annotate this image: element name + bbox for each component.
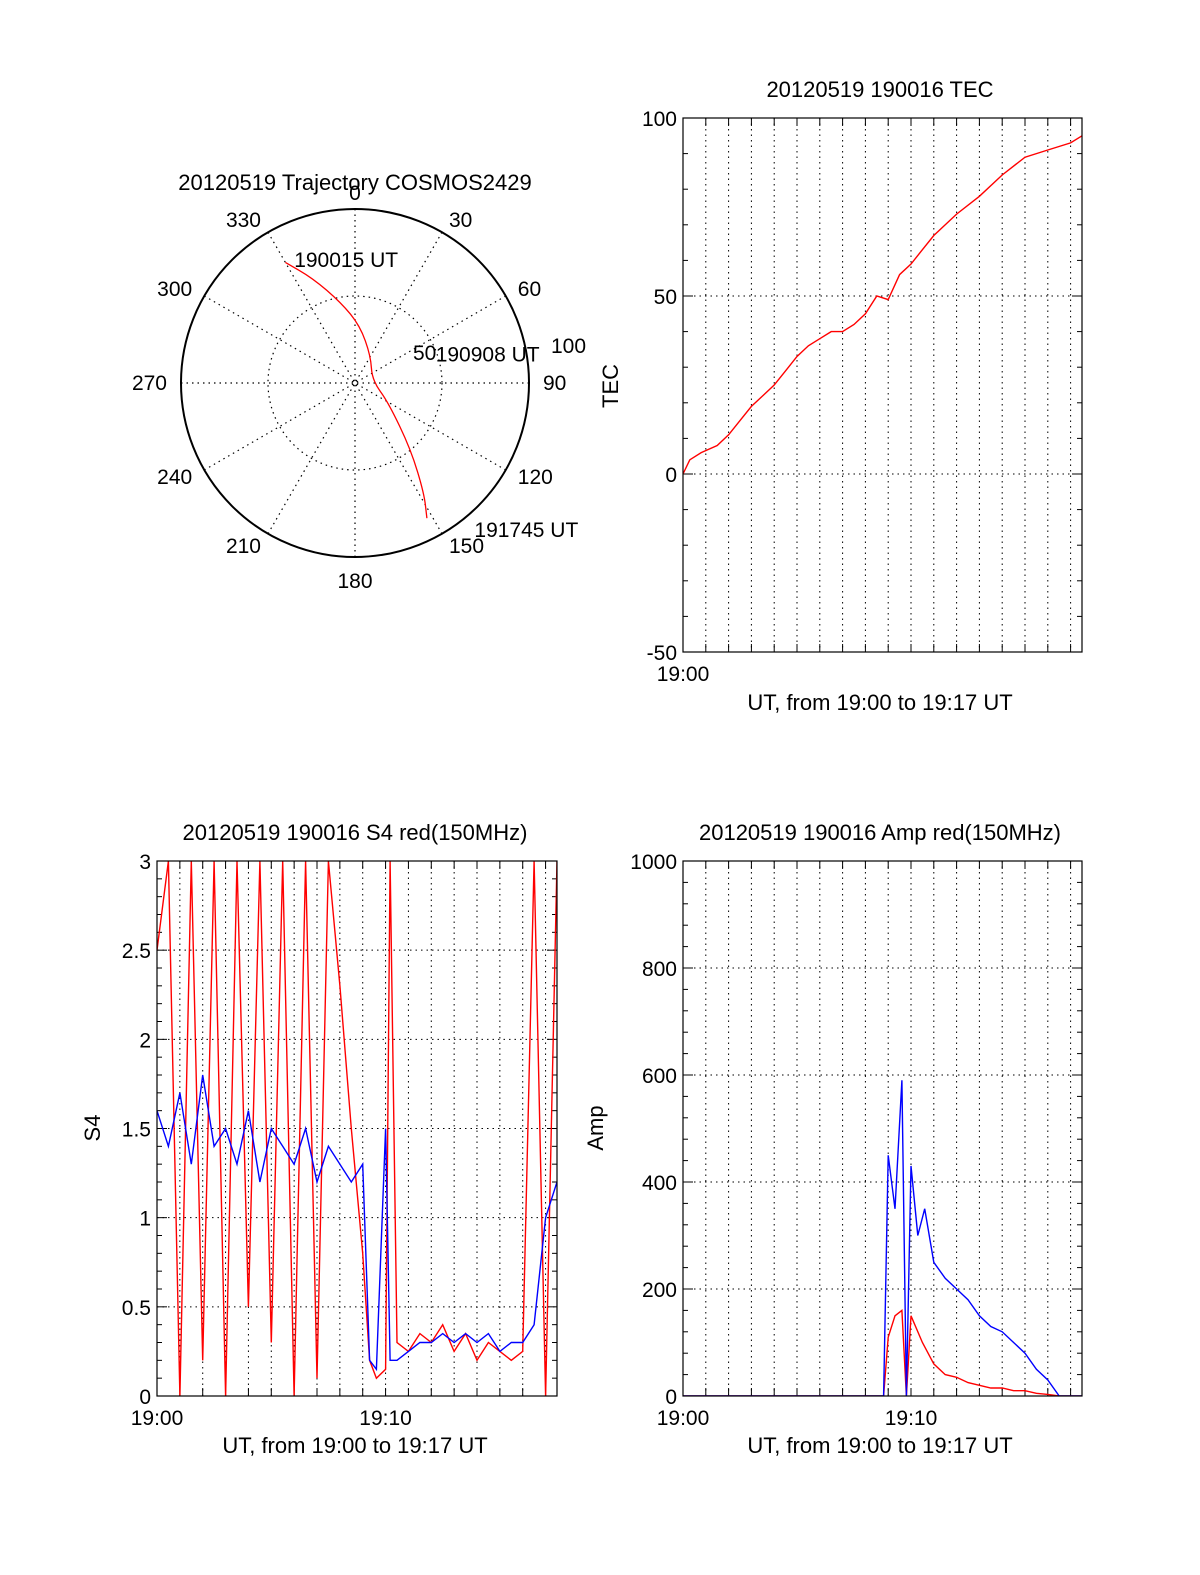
polar-time-annotation: 191745 UT [474, 519, 578, 542]
tec-panel: 20120519 190016 TEC UT, from 19:00 to 19… [598, 77, 1083, 715]
series-line [683, 1309, 1082, 1396]
polar-angle-labels: 0 30 60 90 120 150 180 210 240 270 300 330 [132, 182, 566, 593]
polar-angle-label: 150 [449, 535, 484, 558]
y-tick-label: 400 [642, 1172, 677, 1195]
amp-panel: 20120519 190016 Amp red(150MHz) UT, from… [583, 820, 1083, 1458]
amp-xlabel: UT, from 19:00 to 19:17 UT [747, 1433, 1012, 1458]
y-tick-label: 1000 [630, 851, 677, 874]
polar-annotations: 190015 UT 190908 UT 191745 UT [294, 249, 578, 542]
polar-angle-label: 240 [157, 466, 192, 489]
plot-frame [156, 860, 558, 1397]
polar-angle-label: 270 [132, 372, 167, 395]
polar-radius-label: 50 [413, 342, 436, 365]
polar-grid [180, 208, 530, 558]
polar-time-annotation: 190015 UT [294, 249, 398, 272]
y-tick-label: 3 [139, 851, 151, 874]
polar-angle-label: 30 [449, 209, 472, 232]
polar-angle-label: 90 [543, 372, 566, 395]
s4-title: 20120519 190016 S4 red(150MHz) [183, 820, 528, 845]
polar-angle-label: 180 [337, 570, 372, 593]
s4-plot-area: 0 0.5 1 1.5 2 2.5 3 19:00 19:10 [122, 851, 558, 1430]
y-tick-label: 600 [642, 1065, 677, 1088]
amp-plot-area: 0 200 400 600 800 1000 19:00 19:10 [630, 851, 1083, 1430]
y-tick-label: 1.5 [122, 1119, 151, 1142]
plot-frame [682, 117, 1083, 653]
x-tick-label: 19:00 [131, 1407, 184, 1430]
y-tick-label: 0 [139, 1386, 151, 1409]
y-tick-label: 2 [139, 1029, 151, 1052]
polar-angle-label: 60 [518, 278, 541, 301]
amp-title: 20120519 190016 Amp red(150MHz) [699, 820, 1061, 845]
y-tick-label: 100 [642, 108, 677, 131]
y-tick-label: 1 [139, 1208, 151, 1231]
amp-ylabel: Amp [583, 1105, 608, 1150]
polar-trajectory-line [285, 261, 428, 519]
y-tick-label: 200 [642, 1279, 677, 1302]
polar-trajectory-panel: 20120519 Trajectory COSMOS2429 0 30 60 90 12… [132, 170, 586, 593]
s4-xlabel: UT, from 19:00 to 19:17 UT [222, 1433, 487, 1458]
tec-xlabel: UT, from 19:00 to 19:17 UT [747, 690, 1012, 715]
series-line [683, 1080, 1082, 1396]
plot-frame [682, 860, 1083, 1397]
tec-title: 20120519 190016 TEC [766, 77, 993, 102]
x-tick-label: 19:00 [657, 1407, 710, 1430]
y-tick-label: 0 [665, 464, 677, 487]
series-line [157, 861, 557, 1396]
y-tick-label: 50 [654, 286, 677, 309]
polar-radius-labels: 50 100 [413, 335, 586, 365]
series-line [683, 135, 1082, 475]
polar-series [285, 261, 428, 519]
y-tick-label: 0 [665, 1386, 677, 1409]
series-line [157, 1074, 557, 1372]
polar-angle-label: 0 [349, 182, 361, 205]
polar-angle-label: 300 [157, 278, 192, 301]
y-tick-label: 800 [642, 958, 677, 981]
x-tick-label: 19:10 [885, 1407, 938, 1430]
polar-angle-label: 330 [226, 209, 261, 232]
polar-inner-circle [267, 295, 443, 471]
s4-panel: 20120519 190016 S4 red(150MHz) UT, from … [80, 820, 558, 1458]
polar-angle-label: 210 [226, 535, 261, 558]
s4-ylabel: S4 [80, 1115, 105, 1142]
tec-ylabel: TEC [598, 364, 623, 408]
y-tick-label: 2.5 [122, 940, 151, 963]
y-tick-label: -50 [647, 642, 677, 665]
y-tick-label: 0.5 [122, 1297, 151, 1320]
x-tick-label: 19:10 [359, 1407, 412, 1430]
polar-radius-label: 100 [551, 335, 586, 358]
x-tick-label: 19:00 [657, 663, 710, 686]
polar-angle-label: 120 [518, 466, 553, 489]
polar-title: 20120519 Trajectory COSMOS2429 [178, 170, 531, 195]
polar-time-annotation: 190908 UT [436, 343, 540, 366]
